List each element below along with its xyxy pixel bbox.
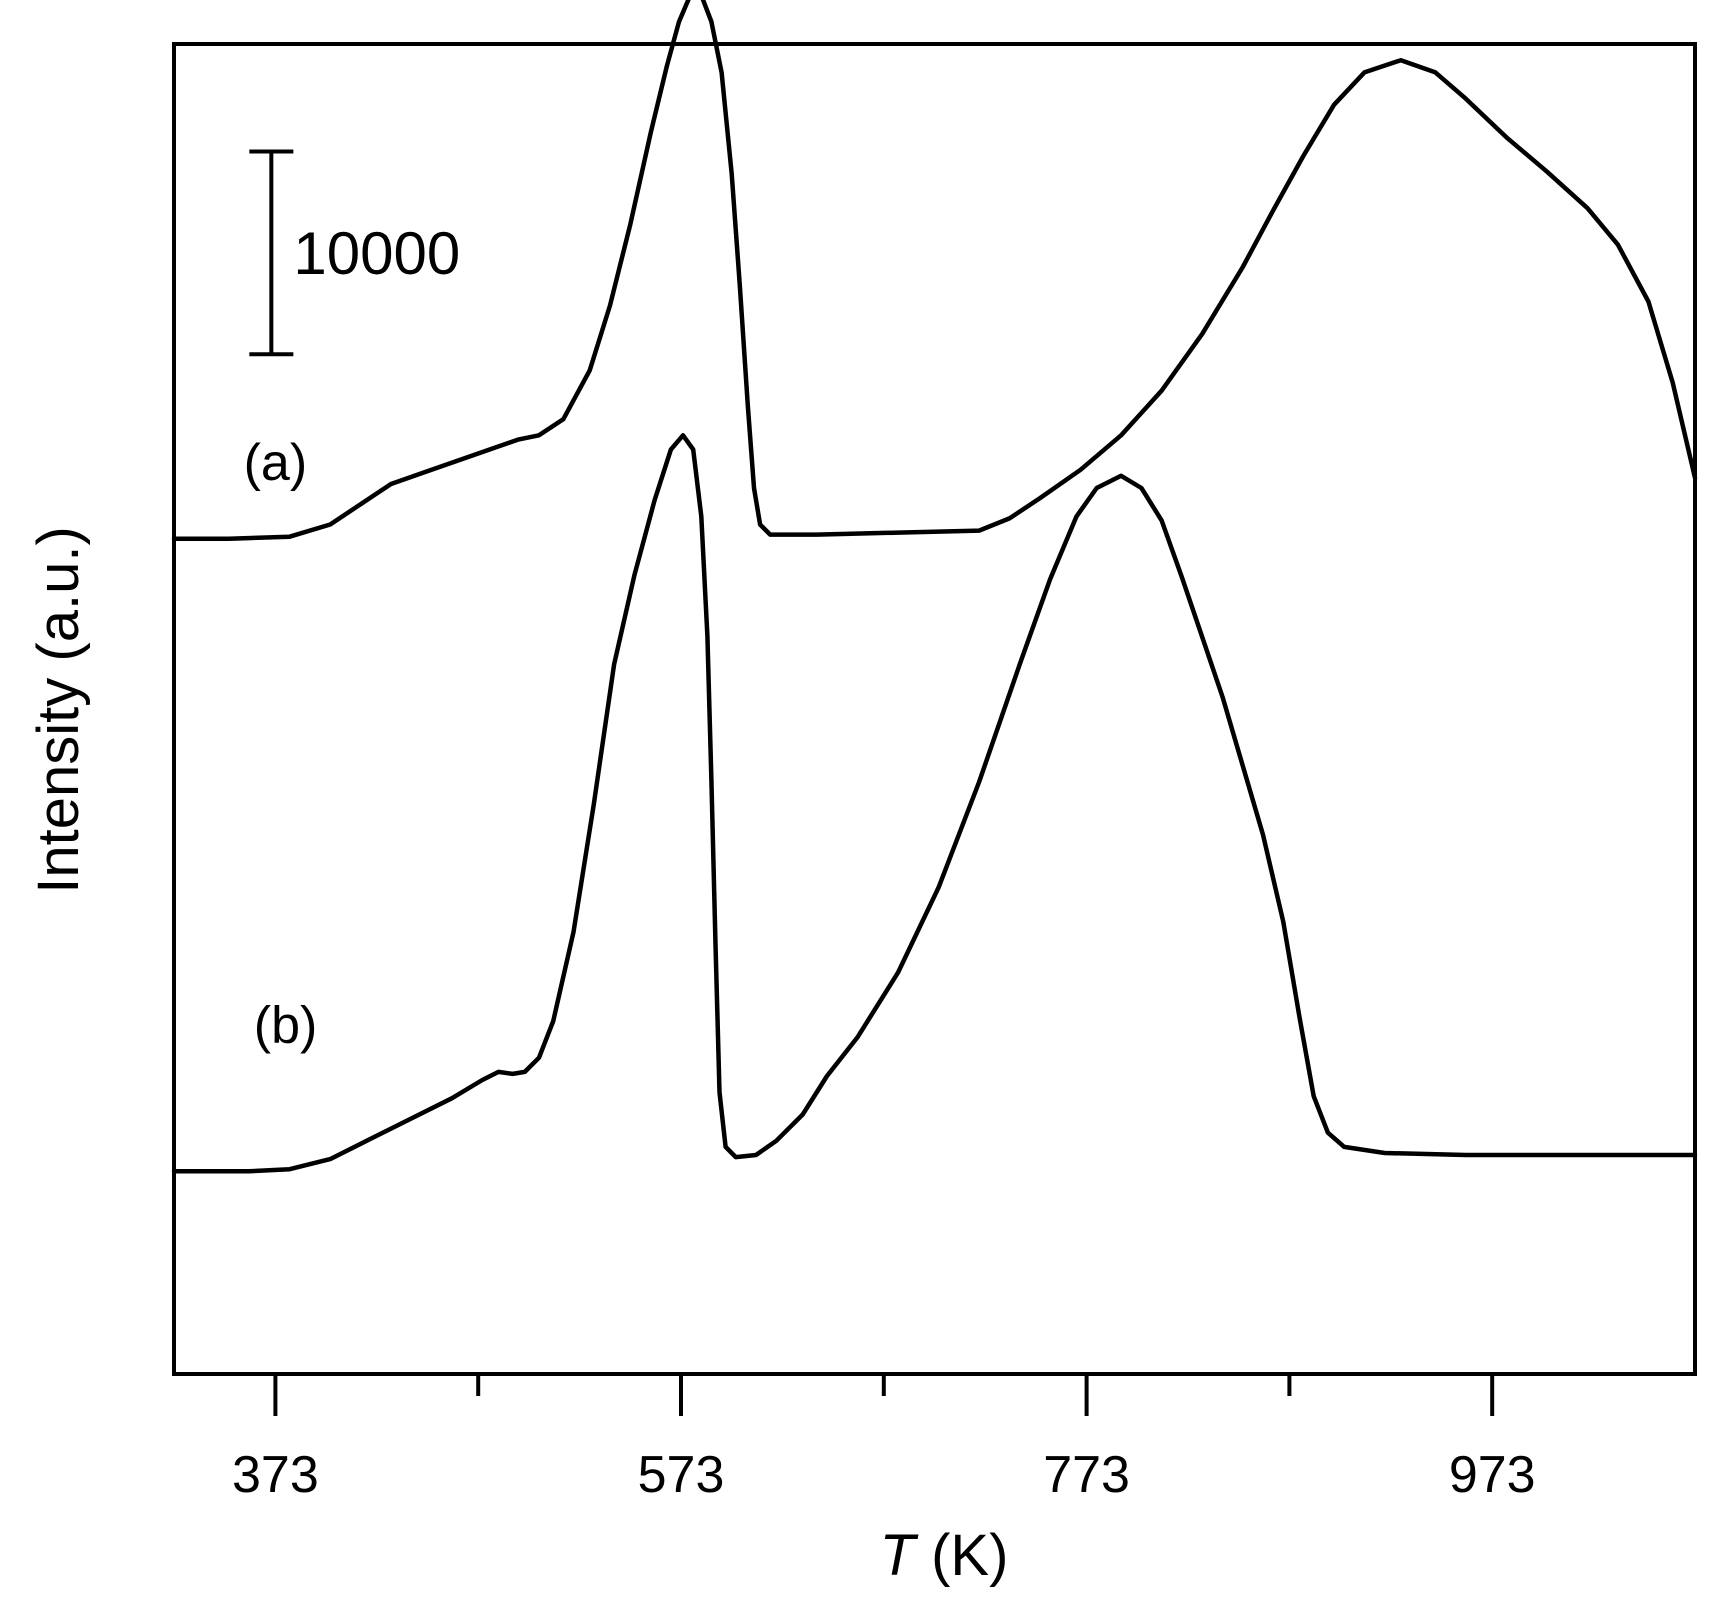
x-tick-labels: 373 573 773 973 [232,1446,1536,1504]
scale-bar-label: 10000 [293,220,460,287]
scale-bar: 10000 [249,149,460,357]
minor-ticks [476,1374,1292,1396]
x-axis-title: T (K) [880,1523,1009,1588]
x-tick-label: 773 [1043,1446,1130,1504]
x-tick-label: 973 [1449,1446,1536,1504]
series-line-a [171,0,1698,541]
series-group: (a) (b) [171,0,1698,1174]
x-tick-label: 373 [232,1446,319,1504]
series-label-b: (b) [254,997,318,1055]
major-ticks [273,1374,1495,1416]
x-axis-title-unit: (K) [915,1523,1008,1588]
series-line-b [171,433,1698,1174]
x-tick-label: 573 [638,1446,725,1504]
y-axis-title: Intensity (a.u.) [26,526,91,893]
series-label-a: (a) [244,434,308,492]
x-axis-title-symbol: T [880,1523,919,1588]
plot-frame [172,42,1697,1376]
